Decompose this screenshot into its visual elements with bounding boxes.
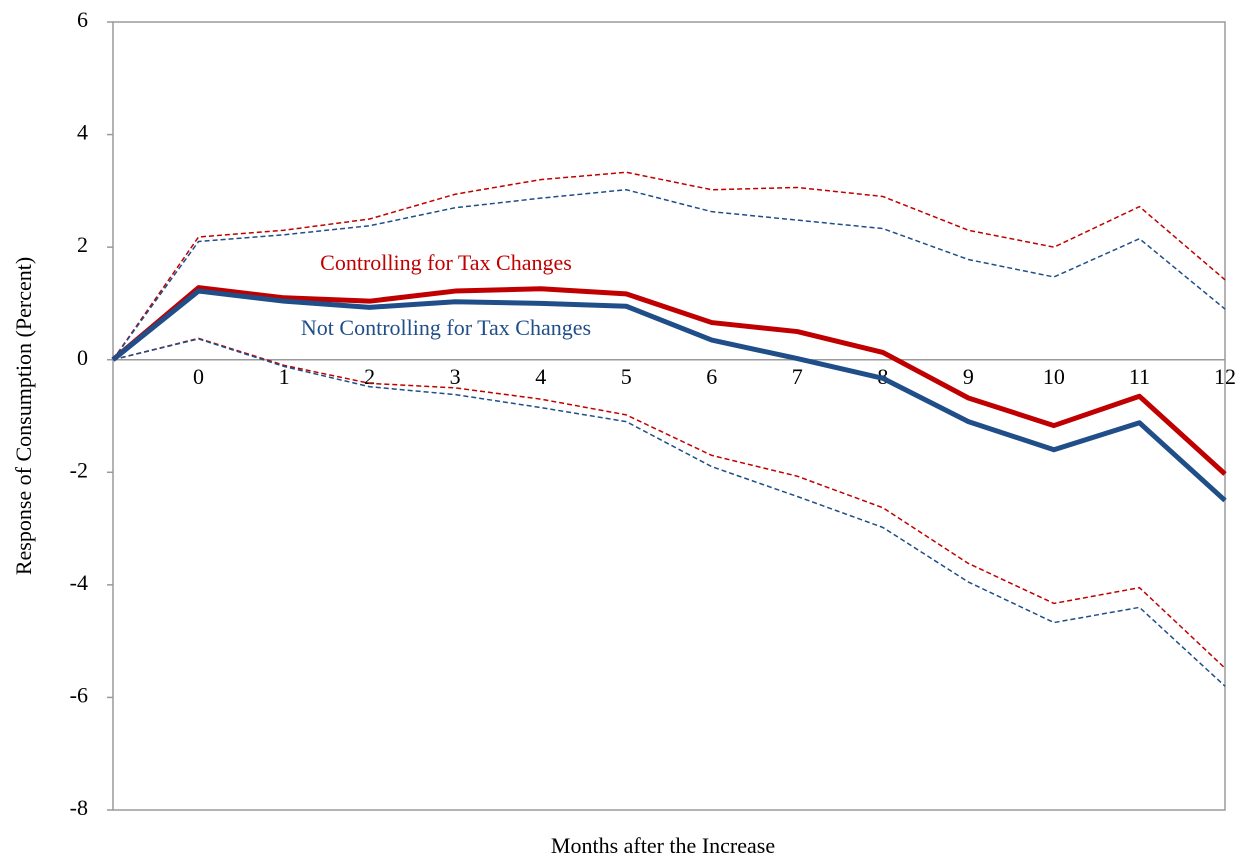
series-label: Controlling for Tax Changes <box>320 250 572 275</box>
x-tick-label: 2 <box>364 364 375 389</box>
y-tick-label: -6 <box>70 682 88 707</box>
y-tick-label: -4 <box>70 570 88 595</box>
x-tick-label: 11 <box>1129 364 1150 389</box>
y-tick-label: 0 <box>77 345 88 370</box>
band-line <box>112 188 1226 361</box>
band-line <box>112 338 1226 687</box>
y-tick-label: -2 <box>70 457 88 482</box>
y-tick-label: -8 <box>70 795 88 820</box>
x-tick-label: 1 <box>279 364 290 389</box>
x-tick-label: 9 <box>963 364 974 389</box>
plot-frame <box>112 21 1226 811</box>
x-tick-label: 7 <box>792 364 803 389</box>
x-tick-label: 0 <box>193 364 204 389</box>
series-line <box>111 288 1227 503</box>
series-line <box>111 285 1227 476</box>
x-tick-label: 3 <box>450 364 461 389</box>
x-tick-label: 6 <box>706 364 717 389</box>
x-tick-label: 12 <box>1214 364 1236 389</box>
y-tick-label: 2 <box>77 232 88 257</box>
x-tick-label: 4 <box>535 364 546 389</box>
y-tick-label: 4 <box>77 120 88 145</box>
series-label: Not Controlling for Tax Changes <box>301 315 591 340</box>
x-axis-label: Months after the Increase <box>551 833 775 858</box>
band-line <box>112 337 1226 669</box>
y-axis-label: Response of Consumption (Percent) <box>11 257 36 575</box>
y-tick-label: 6 <box>77 7 88 32</box>
x-tick-label: 10 <box>1043 364 1065 389</box>
band-line <box>112 171 1226 361</box>
x-tick-label: 5 <box>621 364 632 389</box>
